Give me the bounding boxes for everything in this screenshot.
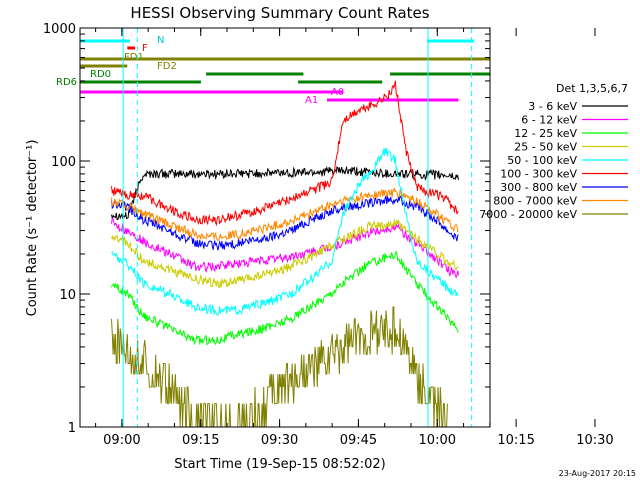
x-tick-label: 09:45 xyxy=(340,433,377,448)
flag-bar-n xyxy=(426,39,475,43)
flag-label-rd6: RD6 xyxy=(56,77,77,88)
series-line xyxy=(111,80,459,227)
flag-label-a0: A0 xyxy=(331,87,344,98)
legend-label: 12 - 25 keV xyxy=(514,127,577,140)
flag-label-f: F xyxy=(142,43,148,54)
flag-bar-rd0 xyxy=(298,80,383,84)
x-tick-label: 10:00 xyxy=(419,433,456,448)
y-axis-label: Count Rate (s⁻¹ detector⁻¹) xyxy=(25,140,40,317)
chart-title: HESSI Observing Summary Count Rates xyxy=(130,4,429,22)
legend-label: 25 - 50 keV xyxy=(514,141,577,154)
series-line xyxy=(111,219,459,289)
flag-bar-rd0-upper xyxy=(390,72,490,76)
legend-label: 300 - 800 keV xyxy=(500,181,577,194)
legend-label: 100 - 300 keV xyxy=(500,168,577,181)
series-line xyxy=(111,250,459,346)
flag-label-fd2: FD2 xyxy=(157,61,177,72)
flag-bar-n xyxy=(80,39,130,43)
series-line xyxy=(111,306,448,428)
flag-bar-a1 xyxy=(327,98,459,102)
x-tick-label: 09:30 xyxy=(261,433,298,448)
legend-label: 800 - 7000 keV xyxy=(493,195,577,208)
x-tick-label: 10:30 xyxy=(576,433,613,448)
series-line xyxy=(111,187,459,242)
x-tick-label: 09:00 xyxy=(103,433,140,448)
flag-bar-f xyxy=(127,46,136,50)
series-line xyxy=(111,165,459,220)
flag-label-n: N xyxy=(157,35,164,46)
date-stamp: 23-Aug-2017 20:15 xyxy=(559,469,636,478)
flag-label-a1: A1 xyxy=(305,95,318,106)
legend-label: 6 - 12 keV xyxy=(521,114,577,127)
legend-label: 7000 - 20000 keV xyxy=(479,208,577,221)
x-tick-label: 10:15 xyxy=(497,433,534,448)
y-tick-label: 10 xyxy=(59,288,76,303)
flag-bar-a0 xyxy=(80,90,343,94)
x-tick-label: 09:15 xyxy=(182,433,219,448)
series-line xyxy=(111,216,459,279)
y-tick-label: 100 xyxy=(51,155,76,170)
series-layer xyxy=(111,80,459,428)
y-tick-label: 1 xyxy=(68,421,76,436)
x-axis-label: Start Time (19-Sep-15 08:52:02) xyxy=(174,457,385,472)
flag-bar-rd0 xyxy=(80,80,201,84)
time-markers xyxy=(122,28,473,427)
flag-label-rd0: RD0 xyxy=(90,69,111,80)
axes: 09:00 09:15 09:30 09:45 10:00 10:15 10:30 1 10 10… xyxy=(43,22,614,448)
plot-frame xyxy=(79,27,491,428)
flag-bar-rd0-upper xyxy=(206,72,304,76)
legend-label: 3 - 6 keV xyxy=(528,100,577,113)
series-line xyxy=(111,147,459,316)
legend-label: 50 - 100 keV xyxy=(507,154,577,167)
y-tick-label: 1000 xyxy=(43,22,76,37)
flag-bar-fd xyxy=(80,57,490,61)
legend-title: Det 1,3,5,6,7 xyxy=(556,82,628,95)
series-line xyxy=(111,195,459,251)
flag-label-fd1: FD1 xyxy=(124,52,144,63)
flag-bar-fd1 xyxy=(80,64,128,68)
